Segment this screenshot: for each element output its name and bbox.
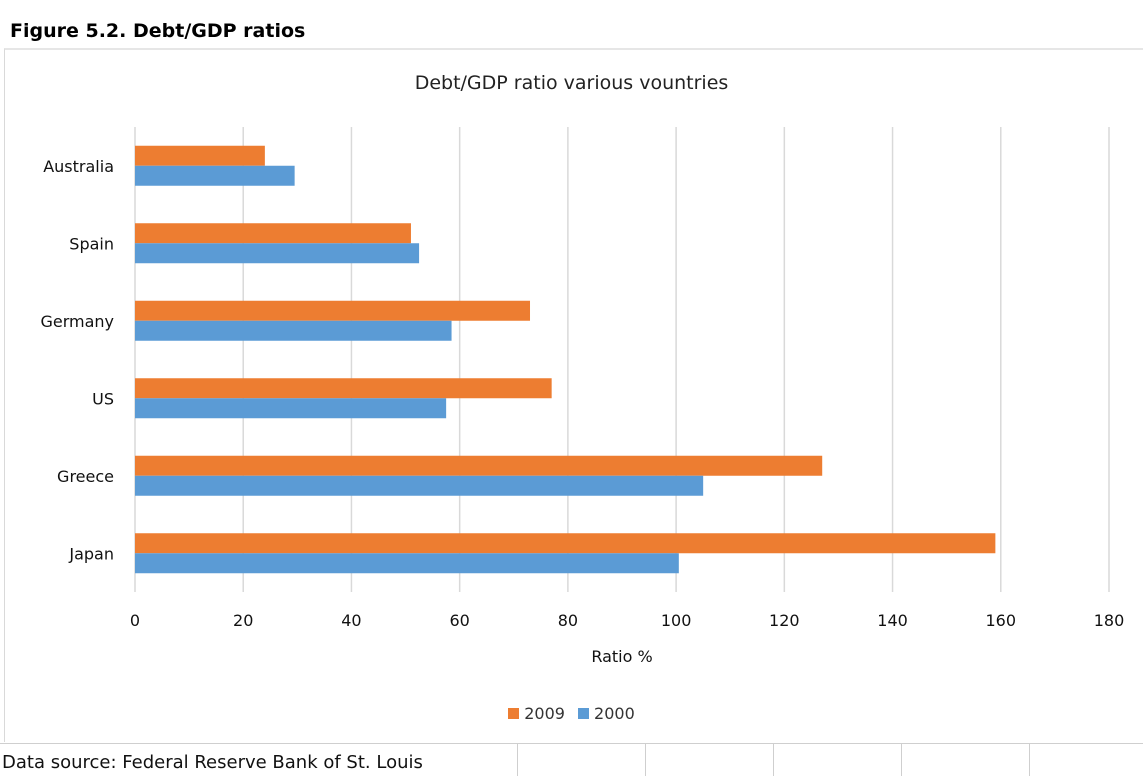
bar-greece-2000 (135, 475, 704, 496)
legend-label-2009: 2009 (524, 704, 565, 723)
chart-frame (4, 48, 1143, 742)
x-tick-labels: 0 20 40 60 80 100 120 140 160 180 (130, 611, 1124, 630)
legend-label-2000: 2000 (594, 704, 635, 723)
cell-divider (901, 744, 902, 776)
x-tick-160: 160 (986, 611, 1017, 630)
x-tick-140: 140 (877, 611, 908, 630)
chart-title: Debt/GDP ratio various vountries (414, 72, 729, 94)
bar-germany-2000 (135, 320, 452, 341)
legend-swatch-2000 (578, 708, 590, 719)
data-source-note: Data source: Federal Reserve Bank of St.… (2, 752, 423, 773)
gridlines (134, 127, 1110, 592)
bar-japan-2009 (135, 533, 996, 554)
bar-germany-2009 (135, 300, 531, 321)
x-tick-0: 0 (130, 611, 140, 630)
cell-divider (517, 744, 518, 776)
bar-us-2000 (135, 398, 447, 419)
category-label-greece: Greece (57, 467, 114, 486)
cell-divider (1029, 744, 1030, 776)
bar-greece-2009 (135, 455, 823, 476)
legend: 2009 2000 (0, 704, 1143, 723)
x-tick-100: 100 (661, 611, 692, 630)
x-tick-180: 180 (1094, 611, 1125, 630)
source-row (0, 743, 1143, 776)
bar-australia-2000 (135, 165, 295, 186)
bar-us-2009 (135, 378, 552, 399)
cell-divider (645, 744, 646, 776)
x-tick-20: 20 (233, 611, 253, 630)
x-tick-40: 40 (341, 611, 361, 630)
category-label-spain: Spain (69, 234, 114, 253)
category-label-us: US (92, 389, 114, 408)
figure-title: Figure 5.2. Debt/GDP ratios (10, 20, 306, 42)
category-label-germany: Germany (40, 312, 114, 331)
x-tick-60: 60 (449, 611, 469, 630)
category-label-japan: Japan (68, 544, 114, 563)
cell-divider (773, 744, 774, 776)
legend-item-2009: 2009 (508, 704, 565, 723)
legend-swatch-2009 (508, 708, 520, 719)
x-axis-title: Ratio % (591, 647, 652, 666)
bar-spain-2009 (135, 223, 411, 244)
bars (135, 145, 996, 574)
x-tick-80: 80 (558, 611, 578, 630)
legend-item-2000: 2000 (578, 704, 635, 723)
category-labels: Australia Spain Germany US Greece Japan (40, 157, 114, 564)
bar-australia-2009 (135, 145, 265, 166)
x-tick-120: 120 (769, 611, 800, 630)
category-label-australia: Australia (43, 157, 114, 176)
bar-spain-2000 (135, 243, 420, 264)
bar-japan-2000 (135, 553, 679, 574)
